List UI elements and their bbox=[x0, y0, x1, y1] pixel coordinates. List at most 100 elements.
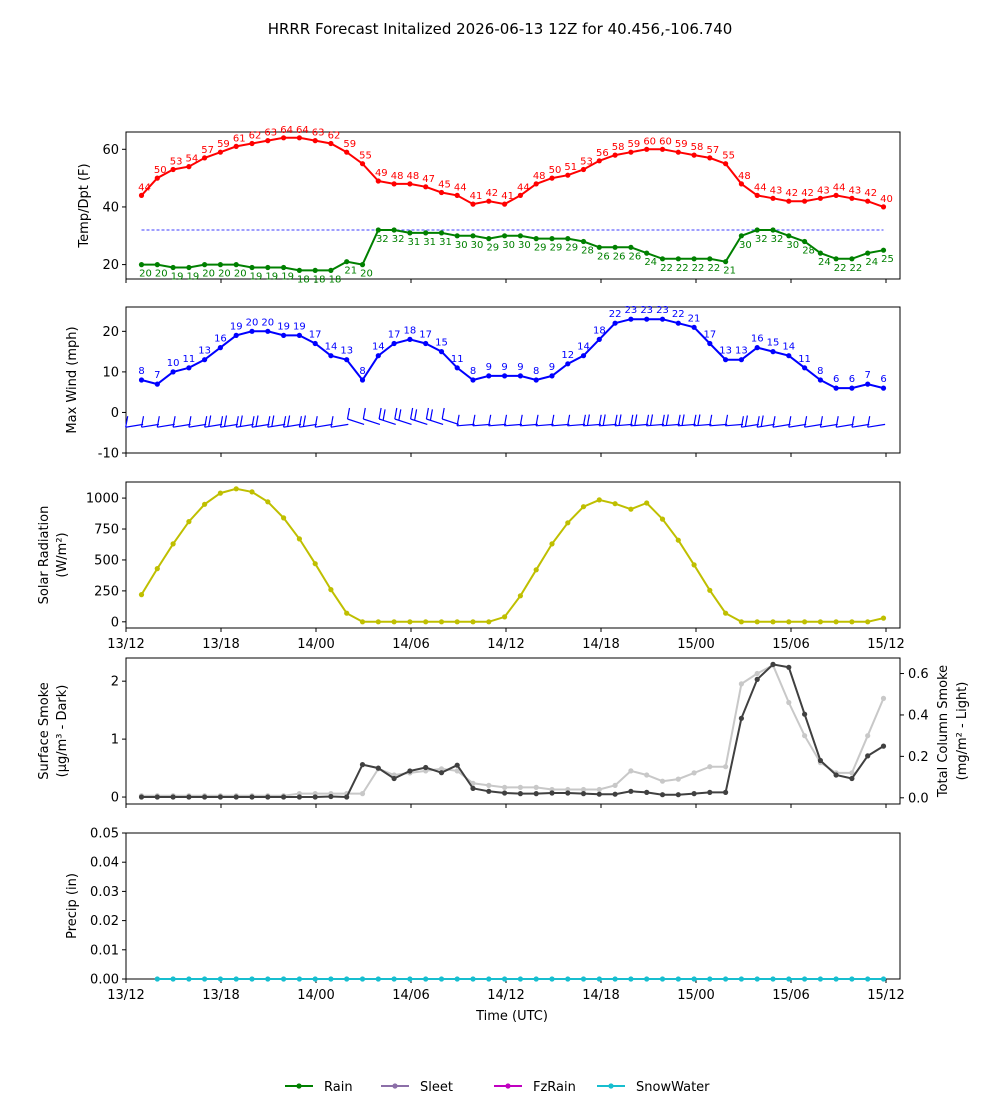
wind-barb bbox=[567, 423, 586, 427]
axes-frame bbox=[125, 657, 901, 805]
data-point bbox=[233, 976, 239, 982]
data-point bbox=[502, 790, 508, 796]
data-point bbox=[517, 233, 524, 239]
y-axis-label: Max Wind (mph) bbox=[65, 326, 80, 433]
data-point bbox=[865, 381, 871, 387]
temp-data-label: 58 bbox=[612, 142, 625, 153]
data-point bbox=[470, 619, 476, 625]
data-point bbox=[659, 316, 666, 322]
data-point bbox=[265, 499, 271, 505]
wind-data-label: 8 bbox=[817, 366, 823, 377]
data-point bbox=[359, 976, 366, 982]
dewpoint-data-label: 31 bbox=[408, 237, 421, 248]
y-tick-label: 0.00 bbox=[90, 973, 119, 988]
wind-barb bbox=[681, 414, 685, 426]
data-point bbox=[880, 385, 887, 391]
legend-marker bbox=[296, 1083, 302, 1089]
data-point bbox=[138, 377, 145, 383]
y-tick-label: 60 bbox=[102, 143, 119, 158]
data-point bbox=[186, 976, 192, 982]
data-point bbox=[517, 593, 524, 599]
dewpoint-data-label: 30 bbox=[739, 240, 752, 251]
wind-barb bbox=[220, 423, 238, 428]
y-tick-label: 20 bbox=[102, 325, 119, 340]
data-point bbox=[723, 976, 729, 982]
data-point bbox=[438, 619, 445, 625]
wind-barb bbox=[267, 423, 286, 428]
wind-barb bbox=[302, 415, 306, 427]
data-point bbox=[849, 256, 855, 262]
wind-barb bbox=[271, 415, 275, 427]
temp-data-label: 62 bbox=[249, 131, 262, 142]
wind-data-label: 6 bbox=[849, 374, 855, 385]
wind-data-label: 10 bbox=[167, 358, 180, 369]
wind-barb bbox=[472, 423, 491, 427]
data-point bbox=[533, 976, 539, 982]
data-point bbox=[454, 192, 460, 198]
wind-data-label: 11 bbox=[451, 354, 464, 365]
wind-barb bbox=[519, 414, 523, 426]
temp-data-label: 58 bbox=[691, 142, 704, 153]
y-right-axis-label: Total Column Smoke bbox=[936, 665, 951, 798]
dewpoint-data-label: 32 bbox=[771, 234, 784, 245]
wind-barb bbox=[740, 416, 744, 428]
series-line bbox=[141, 229, 884, 272]
wind-barb bbox=[315, 423, 333, 428]
data-point bbox=[802, 733, 808, 739]
wind-barb bbox=[772, 416, 776, 428]
data-point bbox=[644, 772, 650, 778]
data-point bbox=[312, 561, 318, 567]
wind-barb bbox=[410, 407, 414, 420]
data-point bbox=[138, 262, 145, 268]
x-tick-label: 14/00 bbox=[297, 637, 334, 652]
panel-5: 0.00 0.01 0.02 0.03 0.04 0.05 13/12 13/18 14/00 1… bbox=[65, 827, 905, 1004]
data-point bbox=[738, 715, 745, 721]
panel-4: 0 1 2 Surface Smoke (μg/m³ - Dark) 0.0 0.2 0.4 0… bbox=[37, 657, 970, 808]
y-tick-label: 0.02 bbox=[90, 914, 119, 929]
x-tick-label: 14/18 bbox=[582, 988, 619, 1003]
data-point bbox=[202, 501, 208, 507]
y-right-tick-label: 0.2 bbox=[908, 750, 929, 765]
data-point bbox=[612, 152, 618, 158]
wind-barb bbox=[583, 423, 601, 427]
data-point bbox=[407, 230, 413, 236]
data-point bbox=[170, 369, 176, 375]
data-point bbox=[265, 976, 271, 982]
data-point bbox=[281, 264, 287, 271]
data-point bbox=[344, 259, 350, 265]
wind-barb bbox=[172, 416, 176, 428]
temp-data-label: 43 bbox=[849, 185, 862, 196]
wind-barb bbox=[156, 416, 160, 428]
x-tick-label: 15/00 bbox=[677, 637, 714, 652]
data-point bbox=[565, 172, 571, 178]
data-point bbox=[344, 794, 350, 800]
data-point bbox=[423, 230, 429, 236]
data-point bbox=[217, 490, 223, 496]
wind-barb bbox=[788, 416, 792, 428]
dewpoint-data-label: 31 bbox=[439, 237, 452, 248]
legend-marker bbox=[505, 1083, 511, 1089]
data-point bbox=[738, 181, 745, 187]
dewpoint-data-label: 30 bbox=[455, 240, 468, 251]
temp-data-label: 42 bbox=[864, 188, 877, 199]
y-tick-label: -10 bbox=[98, 447, 119, 462]
wind-barb bbox=[709, 414, 713, 426]
dewpoint-data-label: 18 bbox=[329, 274, 342, 285]
dewpoint-data-label: 20 bbox=[139, 269, 152, 280]
dewpoint-data-label: 29 bbox=[486, 243, 499, 254]
data-point bbox=[691, 770, 697, 776]
figure-title: HRRR Forecast Initalized 2026-06-13 12Z … bbox=[268, 20, 733, 38]
data-point bbox=[707, 155, 713, 161]
data-point bbox=[281, 135, 287, 141]
temp-data-label: 56 bbox=[596, 148, 609, 159]
temp-data-label: 59 bbox=[217, 139, 230, 150]
y-right-tick-label: 0.4 bbox=[908, 708, 929, 723]
wind-barb bbox=[618, 414, 622, 426]
x-tick-label: 13/12 bbox=[107, 988, 144, 1003]
data-point bbox=[438, 976, 445, 982]
dewpoint-data-label: 22 bbox=[660, 263, 673, 274]
legend-label: Sleet bbox=[420, 1080, 453, 1095]
data-point bbox=[391, 775, 397, 782]
data-point bbox=[770, 227, 776, 233]
